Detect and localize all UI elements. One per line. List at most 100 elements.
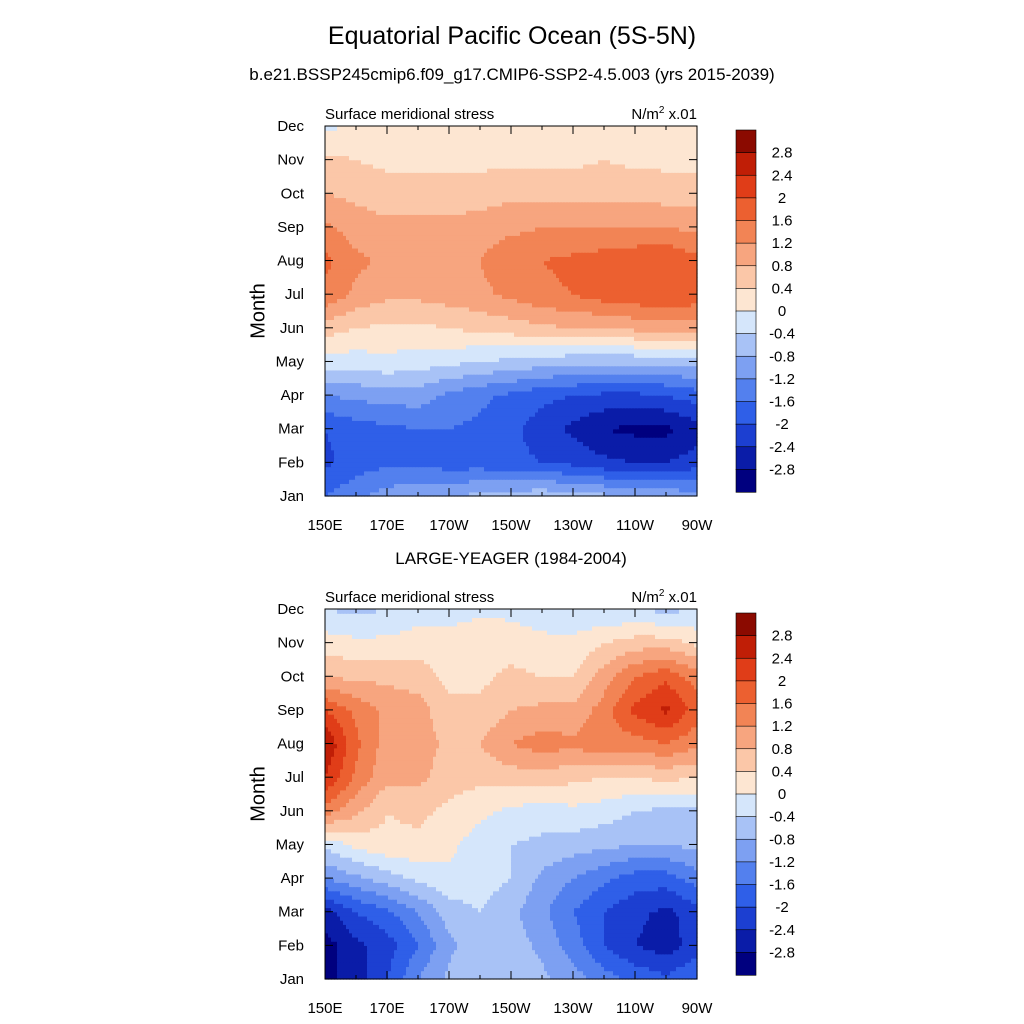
field-cell bbox=[445, 369, 449, 375]
field-cell bbox=[403, 491, 407, 497]
field-cell bbox=[577, 462, 581, 468]
field-cell bbox=[640, 374, 644, 379]
field-cell bbox=[364, 453, 368, 459]
field-cell bbox=[454, 365, 458, 371]
field-cell bbox=[520, 449, 524, 455]
field-cell bbox=[667, 491, 671, 497]
field-cell bbox=[334, 428, 338, 434]
field-cell bbox=[529, 445, 533, 451]
field-cell bbox=[400, 382, 404, 388]
field-cell bbox=[604, 466, 608, 472]
field-cell bbox=[493, 428, 497, 434]
field-cell bbox=[631, 445, 635, 451]
field-cell bbox=[364, 386, 368, 392]
field-cell bbox=[361, 382, 365, 388]
field-cell bbox=[679, 445, 683, 451]
field-cell bbox=[649, 458, 653, 463]
field-cell bbox=[454, 411, 458, 417]
field-cell bbox=[646, 432, 650, 438]
field-cell bbox=[532, 432, 536, 438]
field-cell bbox=[646, 453, 650, 459]
field-cell bbox=[676, 386, 680, 392]
field-cell bbox=[370, 361, 374, 367]
field-cell bbox=[619, 374, 623, 379]
field-cell bbox=[610, 403, 614, 409]
field-cell bbox=[646, 365, 650, 371]
field-cell bbox=[556, 462, 560, 468]
field-cell bbox=[610, 437, 614, 442]
field-cell bbox=[469, 466, 473, 472]
field-cell bbox=[547, 437, 551, 442]
field-cell bbox=[442, 386, 446, 392]
field-cell bbox=[535, 424, 539, 430]
field-cell bbox=[508, 399, 512, 405]
field-cell bbox=[670, 395, 674, 400]
field-cell bbox=[328, 479, 332, 484]
field-cell bbox=[388, 483, 392, 489]
field-cell bbox=[481, 416, 485, 421]
field-cell bbox=[658, 378, 662, 384]
field-cell bbox=[355, 474, 359, 480]
field-cell bbox=[616, 428, 620, 434]
field-cell bbox=[535, 378, 539, 384]
field-cell bbox=[445, 445, 449, 451]
field-cell bbox=[460, 382, 464, 388]
field-cell bbox=[349, 369, 353, 375]
field-cell bbox=[376, 374, 380, 379]
field-cell bbox=[637, 483, 641, 489]
field-cell bbox=[619, 420, 623, 426]
field-cell bbox=[640, 382, 644, 388]
field-cell bbox=[625, 386, 629, 392]
field-cell bbox=[355, 374, 359, 379]
field-cell bbox=[646, 374, 650, 379]
figure-subtitle: b.e21.BSSP245cmip6.f09_g17.CMIP6-SSP2-4.… bbox=[0, 65, 1024, 85]
field-cell bbox=[361, 470, 365, 476]
field-cell bbox=[469, 411, 473, 417]
field-cell bbox=[628, 470, 632, 476]
field-cell bbox=[409, 466, 413, 472]
field-cell bbox=[496, 470, 500, 476]
field-cell bbox=[574, 462, 578, 468]
field-cell bbox=[535, 365, 539, 371]
field-cell bbox=[661, 483, 665, 489]
field-cell bbox=[673, 420, 677, 426]
field-cell bbox=[592, 470, 596, 476]
field-cell bbox=[598, 470, 602, 476]
field-cell bbox=[487, 453, 491, 459]
field-cell bbox=[478, 432, 482, 438]
field-cell bbox=[553, 386, 557, 392]
field-cell bbox=[442, 474, 446, 480]
field-cell bbox=[631, 399, 635, 405]
field-cell bbox=[397, 479, 401, 484]
field-cell bbox=[538, 474, 542, 480]
field-cell bbox=[580, 466, 584, 472]
field-cell bbox=[550, 428, 554, 434]
field-cell bbox=[478, 386, 482, 392]
field-cell bbox=[682, 420, 686, 426]
field-cell bbox=[370, 437, 374, 442]
field-cell bbox=[487, 491, 491, 497]
field-cell bbox=[403, 378, 407, 384]
field-cell bbox=[415, 441, 419, 447]
field-cell bbox=[649, 386, 653, 392]
field-cell bbox=[676, 374, 680, 379]
field-cell bbox=[613, 369, 617, 375]
field-cell bbox=[442, 369, 446, 375]
field-cell bbox=[448, 424, 452, 430]
field-cell bbox=[499, 445, 503, 451]
field-cell bbox=[523, 420, 527, 426]
field-cell bbox=[478, 395, 482, 400]
field-cell bbox=[502, 390, 506, 396]
field-cell bbox=[610, 378, 614, 384]
field-cell bbox=[511, 424, 515, 430]
field-cell bbox=[490, 466, 494, 472]
field-cell bbox=[655, 395, 659, 400]
field-cell bbox=[355, 403, 359, 409]
field-cell bbox=[538, 403, 542, 409]
field-cell bbox=[442, 420, 446, 426]
field-cell bbox=[343, 411, 347, 417]
field-cell bbox=[487, 411, 491, 417]
field-cell bbox=[370, 382, 374, 388]
field-cell bbox=[328, 382, 332, 388]
field-cell bbox=[655, 453, 659, 459]
